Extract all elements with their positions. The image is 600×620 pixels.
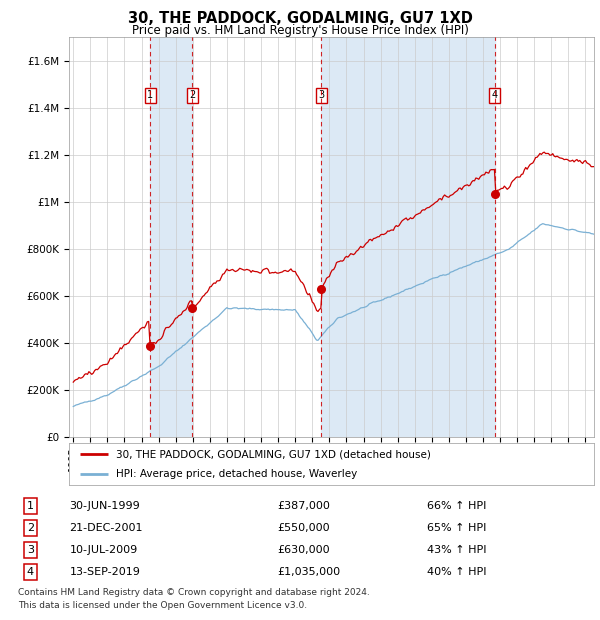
Text: £630,000: £630,000 [277, 545, 329, 555]
Text: 65% ↑ HPI: 65% ↑ HPI [427, 523, 486, 533]
Text: 13-SEP-2019: 13-SEP-2019 [70, 567, 140, 577]
Text: Contains HM Land Registry data © Crown copyright and database right 2024.: Contains HM Land Registry data © Crown c… [18, 588, 370, 597]
Text: 2: 2 [189, 90, 196, 100]
Text: 66% ↑ HPI: 66% ↑ HPI [427, 501, 486, 511]
Text: 3: 3 [318, 90, 325, 100]
Text: 30, THE PADDOCK, GODALMING, GU7 1XD (detached house): 30, THE PADDOCK, GODALMING, GU7 1XD (det… [116, 450, 431, 459]
Text: Price paid vs. HM Land Registry's House Price Index (HPI): Price paid vs. HM Land Registry's House … [131, 24, 469, 37]
Text: 2: 2 [27, 523, 34, 533]
Text: £387,000: £387,000 [277, 501, 330, 511]
Text: 43% ↑ HPI: 43% ↑ HPI [427, 545, 486, 555]
Bar [150, 37, 193, 437]
Text: 10-JUL-2009: 10-JUL-2009 [70, 545, 138, 555]
Text: £1,035,000: £1,035,000 [277, 567, 340, 577]
Text: 40% ↑ HPI: 40% ↑ HPI [427, 567, 486, 577]
Text: £550,000: £550,000 [277, 523, 329, 533]
Bar [321, 37, 495, 437]
Text: 4: 4 [27, 567, 34, 577]
Text: This data is licensed under the Open Government Licence v3.0.: This data is licensed under the Open Gov… [18, 601, 307, 611]
Text: 1: 1 [147, 90, 153, 100]
Text: HPI: Average price, detached house, Waverley: HPI: Average price, detached house, Wave… [116, 469, 358, 479]
Text: 21-DEC-2001: 21-DEC-2001 [70, 523, 143, 533]
Text: 1: 1 [27, 501, 34, 511]
Text: 30, THE PADDOCK, GODALMING, GU7 1XD: 30, THE PADDOCK, GODALMING, GU7 1XD [128, 11, 472, 25]
Text: 30-JUN-1999: 30-JUN-1999 [70, 501, 140, 511]
Text: 4: 4 [492, 90, 498, 100]
Text: 3: 3 [27, 545, 34, 555]
